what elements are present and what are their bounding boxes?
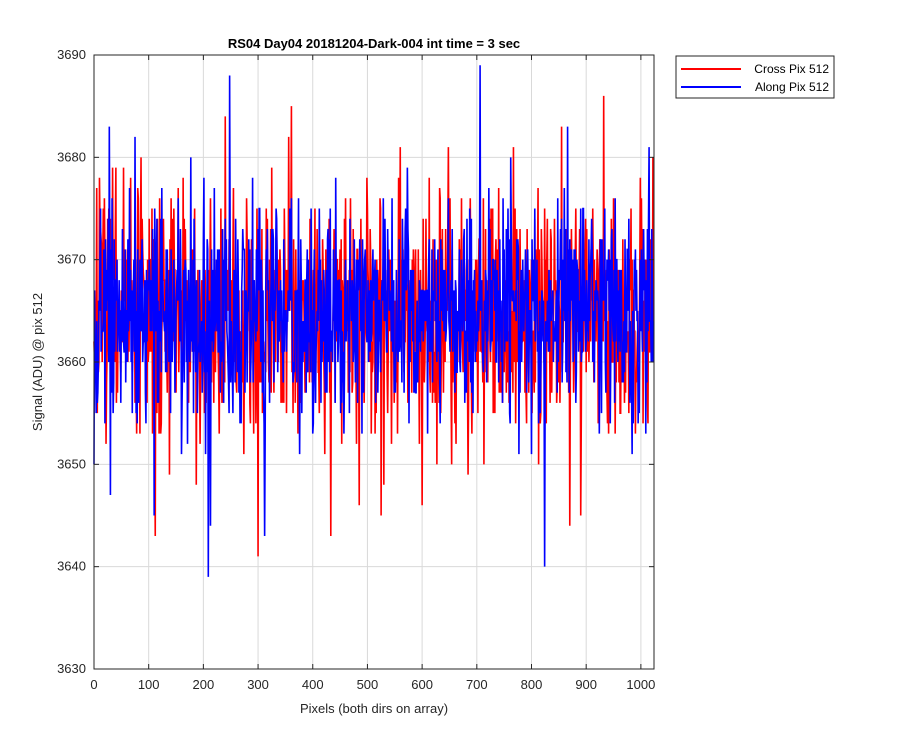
y-tick-label: 3670 xyxy=(57,252,86,267)
x-tick-label: 100 xyxy=(138,677,160,692)
series-line-along-pix-512 xyxy=(93,65,655,577)
y-tick-label: 3640 xyxy=(57,559,86,574)
y-tick-label: 3680 xyxy=(57,149,86,164)
x-tick-label: 800 xyxy=(521,677,543,692)
legend: Cross Pix 512 Along Pix 512 xyxy=(675,55,835,99)
y-axis-label: Signal (ADU) @ pix 512 xyxy=(30,293,45,431)
y-tick-label: 3690 xyxy=(57,47,86,62)
ticks: 0 100 200 300 400 500 600 700 800 900 1000 3630 3640… xyxy=(57,47,655,692)
x-tick-label: 200 xyxy=(193,677,215,692)
x-tick-label: 1000 xyxy=(626,677,655,692)
x-tick-label: 400 xyxy=(302,677,324,692)
chart-title: RS04 Day04 20181204-Dark-004 int time = … xyxy=(228,36,520,51)
x-axis-label: Pixels (both dirs on array) xyxy=(300,701,448,716)
x-tick-label: 700 xyxy=(466,677,488,692)
legend-label-along: Along Pix 512 xyxy=(755,80,829,94)
y-tick-label: 3660 xyxy=(57,354,86,369)
x-tick-label: 600 xyxy=(411,677,433,692)
series-group xyxy=(93,65,655,577)
x-tick-label: 900 xyxy=(575,677,597,692)
legend-box xyxy=(675,55,835,99)
y-tick-label: 3650 xyxy=(57,456,86,471)
x-tick-label: 0 xyxy=(90,677,97,692)
y-tick-label: 3630 xyxy=(57,661,86,676)
legend-label-cross: Cross Pix 512 xyxy=(754,62,829,76)
x-tick-label: 500 xyxy=(357,677,379,692)
x-tick-label: 300 xyxy=(247,677,269,692)
